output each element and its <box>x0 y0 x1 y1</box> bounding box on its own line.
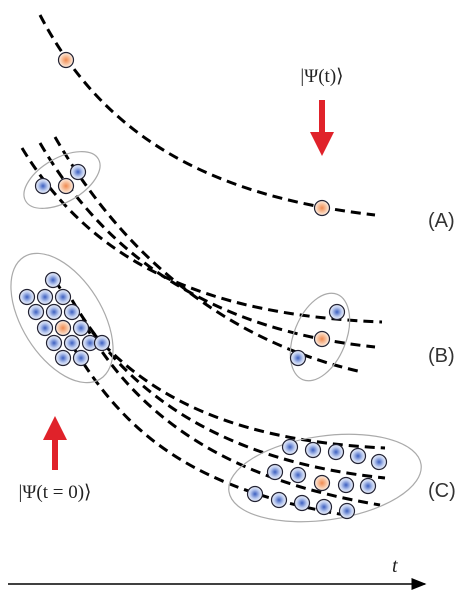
case-label: (C) <box>428 480 456 502</box>
particle <box>329 445 344 460</box>
particle <box>38 321 53 336</box>
particle-highlight <box>315 332 330 347</box>
particle <box>330 305 345 320</box>
particle <box>291 351 306 366</box>
trajectory <box>40 143 375 347</box>
particle-highlight <box>315 201 330 216</box>
particle <box>65 305 80 320</box>
particle <box>74 351 89 366</box>
case-label: (A) <box>428 210 455 232</box>
particle <box>47 336 62 351</box>
particle-highlight <box>59 179 74 194</box>
particle-highlight <box>56 321 71 336</box>
particle <box>74 321 89 336</box>
particle <box>340 504 355 519</box>
time-label: t <box>392 555 398 577</box>
particles <box>20 53 387 519</box>
particle <box>283 440 298 455</box>
particle <box>351 449 366 464</box>
particle <box>95 336 110 351</box>
particle <box>46 273 61 288</box>
state-label: |Ψ(t)⟩ <box>300 66 343 87</box>
particle-highlight <box>59 53 74 68</box>
particle <box>361 479 376 494</box>
particle <box>29 305 44 320</box>
particle <box>339 478 354 493</box>
trajectories <box>22 15 385 515</box>
particle <box>248 487 263 502</box>
red-arrowhead <box>43 416 67 440</box>
particle <box>20 290 35 305</box>
particle-highlight <box>315 476 330 491</box>
particle <box>372 455 387 470</box>
particle <box>272 493 287 508</box>
particle <box>71 165 86 180</box>
particle <box>36 179 51 194</box>
case-label: (B) <box>428 345 455 367</box>
particle <box>291 468 306 483</box>
particle <box>65 336 80 351</box>
state-label: |Ψ(t = 0)⟩ <box>19 482 92 503</box>
particle <box>47 305 62 320</box>
particle <box>295 496 310 511</box>
diagram: |Ψ(t)⟩ |Ψ(t = 0)⟩ (A) (B) (C) t <box>0 0 463 591</box>
particle <box>317 500 332 515</box>
particle <box>268 465 283 480</box>
particle <box>56 290 71 305</box>
red-arrowhead <box>310 132 334 156</box>
trajectory <box>75 350 345 515</box>
particle <box>38 290 53 305</box>
particle <box>306 443 321 458</box>
particle <box>56 351 71 366</box>
